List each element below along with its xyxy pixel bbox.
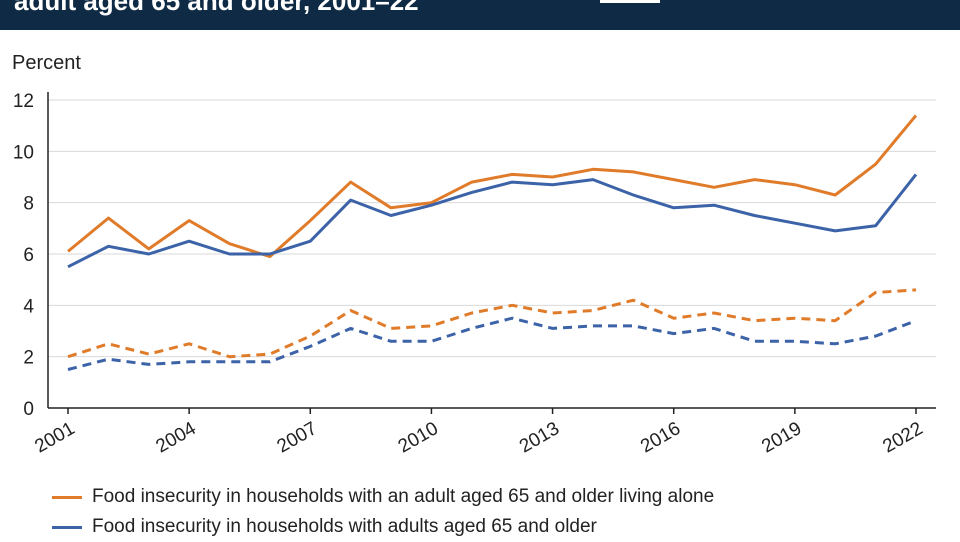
y-tick-label-10: 10 [13, 142, 34, 163]
x-tick-label-2022: 2022 [879, 418, 926, 457]
axes [47, 92, 936, 414]
y-tick-label-4: 4 [23, 296, 34, 317]
series-line-3-dashed [67, 316, 917, 371]
legend-item-all-seniors: Food insecurity in households with adult… [52, 512, 714, 542]
x-tick-label-2016: 2016 [637, 418, 684, 457]
legend: Food insecurity in households with an ad… [52, 482, 714, 542]
x-tick-label-2013: 2013 [516, 418, 563, 457]
y-axis-label: Percent [12, 52, 81, 74]
x-tick-labels: 2001 2004 2007 2010 2013 2016 2019 2022 [31, 418, 926, 458]
legend-swatch-blue [52, 525, 82, 529]
x-tick-label-2010: 2010 [395, 418, 442, 457]
title-banner: adult aged 65 and older, 2001–22 [0, 0, 960, 30]
series-lines [67, 114, 918, 371]
series-line-0-solid [67, 114, 918, 259]
legend-item-living-alone: Food insecurity in households with an ad… [52, 482, 714, 512]
y-tick-label-0: 0 [23, 399, 34, 420]
gridlines [48, 99, 936, 358]
x-tick-label-2001: 2001 [31, 418, 78, 457]
y-tick-label-6: 6 [23, 245, 34, 266]
series-line-1-solid [67, 173, 918, 269]
x-tick-label-2007: 2007 [274, 418, 321, 457]
y-tick-label-12: 12 [13, 91, 34, 112]
chart-title: adult aged 65 and older, 2001–22 [14, 0, 419, 16]
y-tick-label-2: 2 [23, 348, 34, 369]
series-line-2-dashed [67, 288, 917, 359]
legend-label-living-alone: Food insecurity in households with an ad… [92, 486, 715, 507]
y-tick-labels: 0 2 4 6 8 10 12 [13, 91, 35, 420]
logo-icon [600, 0, 660, 3]
legend-swatch-orange [52, 495, 82, 499]
x-tick-label-2019: 2019 [758, 418, 805, 457]
x-tick-label-2004: 2004 [153, 418, 200, 458]
y-tick-label-8: 8 [23, 194, 34, 215]
legend-label-all-seniors: Food insecurity in households with adult… [92, 516, 597, 537]
